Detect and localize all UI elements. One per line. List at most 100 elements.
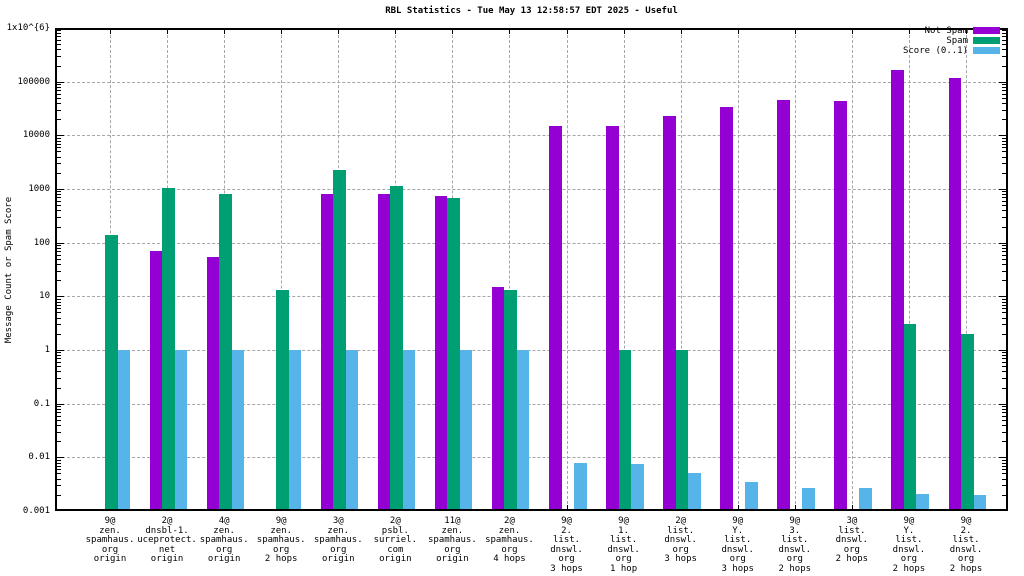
x-tick (509, 30, 511, 34)
legend-swatch-not-spam-icon (973, 27, 1000, 34)
y-gridline (57, 350, 1006, 351)
y-tick-label: 10000 (22, 130, 50, 141)
bar-score (402, 350, 416, 510)
y-major-tick (57, 350, 64, 351)
y-gridline (57, 457, 1006, 459)
y-minor-tick (57, 56, 61, 58)
y-minor-tick (1002, 109, 1006, 111)
bar-not-spam (834, 100, 847, 510)
x-tick (167, 30, 169, 34)
x-tick (395, 30, 397, 34)
x-tick-label: 3@ zen. spamhaus. org origin (313, 516, 363, 564)
bar-score (117, 350, 130, 510)
y-minor-tick (1002, 333, 1006, 335)
x-gridline (566, 30, 568, 509)
y-major-tick (57, 403, 64, 405)
y-major-tick (57, 242, 64, 244)
y-minor-tick (57, 415, 61, 417)
y-minor-tick (57, 109, 61, 111)
bar-spam (447, 197, 460, 510)
bar-not-spam (891, 69, 904, 510)
y-minor-tick (57, 308, 61, 310)
bar-spam (390, 185, 403, 510)
y-minor-tick (57, 333, 61, 335)
x-tick-label: 9@ zen. spamhaus. org origin (85, 516, 135, 564)
bar-score (802, 487, 815, 510)
y-minor-tick (1002, 352, 1006, 354)
y-minor-tick (1002, 473, 1006, 475)
y-minor-tick (1002, 441, 1006, 443)
y-minor-tick (57, 406, 61, 408)
bar-score (459, 350, 473, 510)
y-minor-tick (1002, 387, 1006, 389)
y-minor-tick (57, 140, 61, 142)
y-minor-tick (1002, 93, 1006, 95)
y-minor-tick (57, 462, 61, 464)
y-minor-tick (1002, 226, 1006, 228)
legend-row-not-spam: Not Spam (903, 26, 1000, 36)
bar-spam (618, 350, 632, 510)
y-minor-tick (57, 103, 61, 105)
y-major-tick (57, 457, 64, 459)
y-minor-tick (57, 97, 61, 99)
y-minor-tick (57, 65, 61, 67)
y-major-tick (57, 81, 64, 83)
y-minor-tick (57, 485, 61, 487)
y-minor-tick (1002, 217, 1006, 219)
legend-label-spam: Spam (946, 35, 968, 46)
x-tick-label: 3@ list. dnswl. org 2 hops (835, 516, 869, 564)
y-minor-tick (57, 119, 61, 121)
legend-row-score: Score (0..1) (903, 46, 1000, 56)
bar-spam (333, 169, 346, 510)
y-minor-tick (1002, 406, 1006, 408)
y-minor-tick (57, 324, 61, 326)
y-minor-tick (1002, 459, 1006, 461)
y-gridline (57, 81, 1006, 83)
y-minor-tick (1002, 86, 1006, 88)
x-tick-label: 9@ 2. list. dnswl. org 2 hops (949, 516, 983, 574)
y-minor-tick (57, 147, 61, 149)
bar-not-spam (663, 115, 676, 510)
y-minor-tick (57, 280, 61, 282)
y-minor-tick (1002, 465, 1006, 467)
x-gridline (851, 30, 853, 509)
y-minor-tick (1002, 312, 1006, 314)
y-tick-label: 0.1 (33, 398, 50, 409)
bar-not-spam (606, 125, 619, 510)
bar-not-spam (320, 193, 334, 510)
y-major-tick (999, 403, 1006, 405)
y-minor-tick (1002, 494, 1006, 496)
y-minor-tick (1002, 30, 1006, 32)
bar-score (859, 487, 872, 510)
y-minor-tick (57, 258, 61, 260)
y-minor-tick (1002, 89, 1006, 91)
y-major-tick (999, 189, 1006, 190)
bar-spam (219, 194, 232, 510)
y-minor-tick (1002, 366, 1006, 368)
y-minor-tick (57, 191, 61, 193)
y-minor-tick (1002, 119, 1006, 121)
y-minor-tick (57, 205, 61, 207)
x-tick (110, 30, 111, 34)
y-minor-tick (57, 254, 61, 256)
y-minor-tick (57, 217, 61, 219)
bar-spam (504, 290, 517, 510)
x-tick (338, 30, 340, 34)
x-tick-label: 9@ 3. list. dnswl. org 2 hops (778, 516, 812, 574)
y-minor-tick (1002, 140, 1006, 142)
chart-legend: Not Spam Spam Score (0..1) (903, 26, 1000, 56)
x-tick-label: 2@ psbl. surriel. com origin (373, 516, 417, 564)
bar-not-spam (777, 100, 790, 510)
x-tick-label: 11@ zen. spamhaus. org origin (428, 516, 477, 564)
y-minor-tick (1002, 415, 1006, 417)
x-tick-label: 4@ zen. spamhaus. org origin (199, 516, 249, 564)
y-minor-tick (1002, 39, 1006, 41)
y-tick-label: 1000 (28, 184, 50, 194)
x-gridline (623, 30, 625, 509)
bar-score (574, 462, 587, 510)
y-minor-tick (1002, 200, 1006, 202)
y-minor-tick (57, 84, 61, 86)
x-tick (794, 505, 796, 509)
y-tick-label: 100000 (17, 76, 50, 87)
x-gridline (966, 30, 967, 509)
